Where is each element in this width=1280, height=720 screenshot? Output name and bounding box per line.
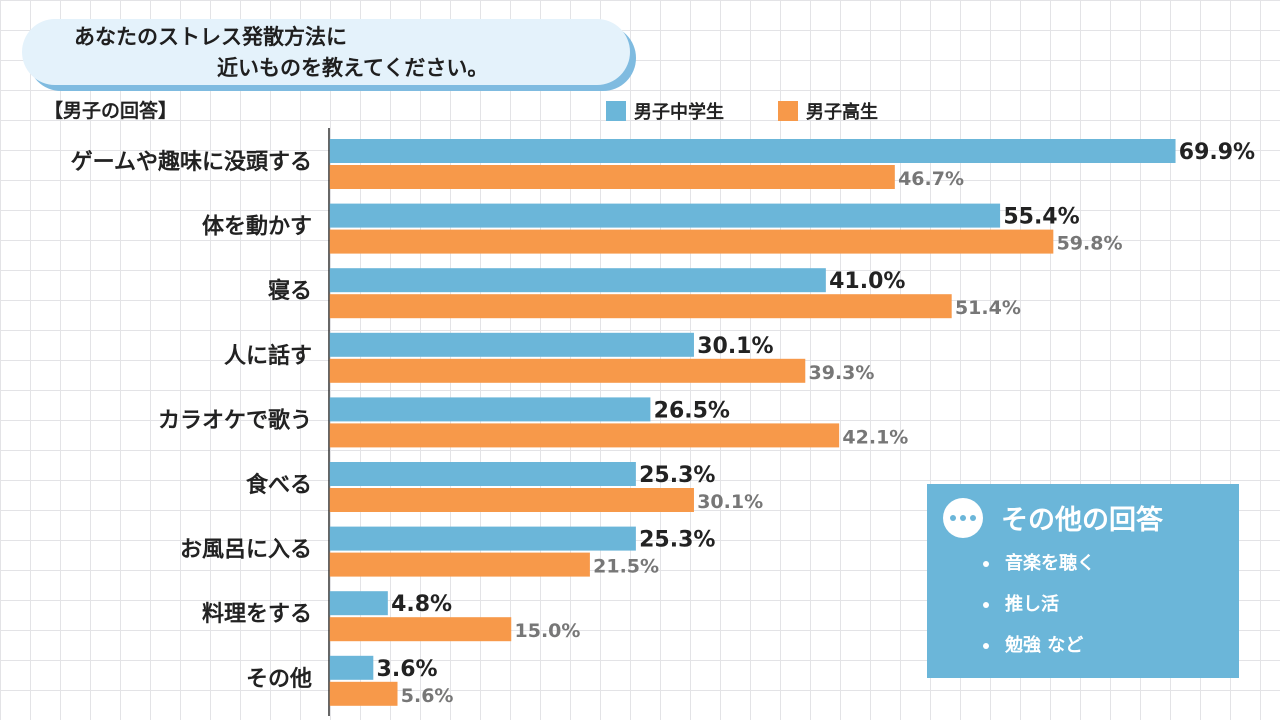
bar-junior-high [329, 462, 636, 486]
other-answers-box: その他の回答 音楽を聴く 推し活 勉強 など [927, 484, 1239, 678]
legend-label-junior-high: 男子中学生 [634, 102, 724, 123]
bar-junior-high [329, 655, 374, 680]
legend-label-high-school: 男子高生 [806, 102, 878, 123]
data-label: 39.3% [809, 362, 875, 384]
data-label: 15.0% [515, 620, 581, 642]
legend-high-school: 男子高生 [778, 98, 878, 124]
bar-junior-high [329, 591, 388, 616]
bar-junior-high [329, 332, 694, 357]
bar-high-school [329, 552, 590, 577]
other-answer-item: 音楽を聴く [983, 552, 1095, 593]
data-label: 41.0% [829, 269, 905, 294]
question-line-1: あなたのストレス発散方法に [74, 25, 347, 49]
category-label: ゲームや趣味に没頭する [71, 149, 312, 175]
question-banner: あなたのストレス発散方法に 近いものを教えてください。 [22, 19, 630, 85]
data-label: 26.5% [654, 398, 730, 423]
other-answers-list: 音楽を聴く 推し活 勉強 など [983, 552, 1095, 675]
bar-junior-high [329, 526, 636, 551]
data-label: 3.6% [377, 657, 438, 682]
bar-junior-high [329, 397, 651, 422]
data-label: 4.8% [391, 592, 452, 617]
bar-high-school [329, 681, 398, 706]
data-label: 46.7% [898, 168, 964, 190]
bar-junior-high [329, 203, 1001, 228]
category-label: 料理をする [202, 602, 312, 627]
bar-high-school [329, 165, 895, 189]
category-label: 体を動かす [202, 215, 312, 240]
speech-bubble-icon [943, 498, 983, 538]
data-label: 30.1% [697, 334, 773, 359]
legend-junior-high: 男子中学生 [606, 98, 724, 124]
category-label: 食べる [246, 472, 312, 498]
category-label: 寝る [268, 278, 312, 304]
data-label: 55.4% [1003, 205, 1079, 230]
bar-high-school [329, 617, 512, 642]
data-label: 25.3% [639, 463, 715, 488]
other-answer-item: 推し活 [983, 593, 1095, 634]
legend-swatch-high-school [778, 101, 798, 121]
data-label: 59.8% [1057, 233, 1123, 255]
data-label: 51.4% [955, 297, 1021, 319]
bar-high-school [329, 488, 694, 512]
category-label: 人に話す [224, 343, 312, 369]
category-label: カラオケで歌う [158, 407, 312, 433]
category-label: お風呂に入る [180, 538, 312, 563]
bar-high-school [329, 358, 806, 383]
other-answers-title: その他の回答 [1001, 505, 1163, 536]
data-label: 21.5% [593, 556, 659, 578]
bar-junior-high [329, 268, 826, 293]
bar-junior-high [329, 139, 1176, 163]
data-label: 42.1% [842, 426, 908, 448]
category-label: その他 [246, 667, 312, 692]
bar-high-school [329, 423, 840, 448]
answer-group-label: 【男子の回答】 [44, 100, 178, 122]
data-label: 69.9% [1179, 140, 1255, 165]
other-answer-item: 勉強 など [983, 634, 1095, 675]
data-label: 25.3% [639, 528, 715, 553]
question-line-2: 近いものを教えてください。 [217, 56, 489, 80]
data-label: 30.1% [697, 491, 763, 513]
legend-swatch-junior-high [606, 101, 626, 121]
data-label: 5.6% [401, 685, 454, 707]
bar-high-school [329, 294, 952, 319]
bar-high-school [329, 229, 1054, 254]
